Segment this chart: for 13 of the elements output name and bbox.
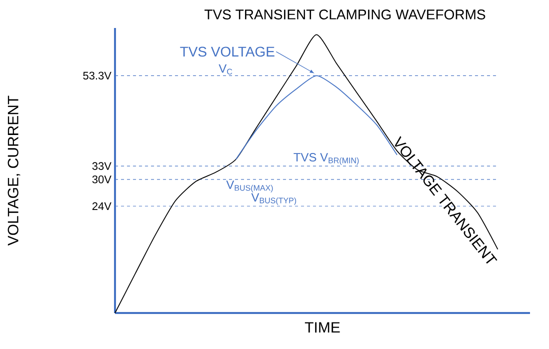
- y-tick-label: 24V: [92, 202, 112, 210]
- ref-line-label: TVS V$_{BR(MIN)}$: [294, 153, 359, 165]
- ref-line-label: V$_{BUS(MAX)}$: [226, 180, 273, 192]
- y-tick-label: 53.3V: [83, 72, 112, 80]
- line-series: [114, 34, 498, 314]
- x-axis-title: TIME: [304, 322, 340, 333]
- ref-line-label: V$_{BUS(TYP)}$: [251, 193, 296, 205]
- y-axis-title: VOLTAGE, CURRENT: [8, 96, 20, 246]
- y-tick-label: 30V: [92, 176, 112, 184]
- chart-title: TVS TRANSIENT CLAMPING WAVEFORMS: [204, 10, 486, 20]
- ref-line-label: V$_{C}$: [218, 64, 232, 74]
- y-tick-label: 33V: [92, 162, 112, 170]
- text: TVS VOLTAGE: [180, 46, 274, 57]
